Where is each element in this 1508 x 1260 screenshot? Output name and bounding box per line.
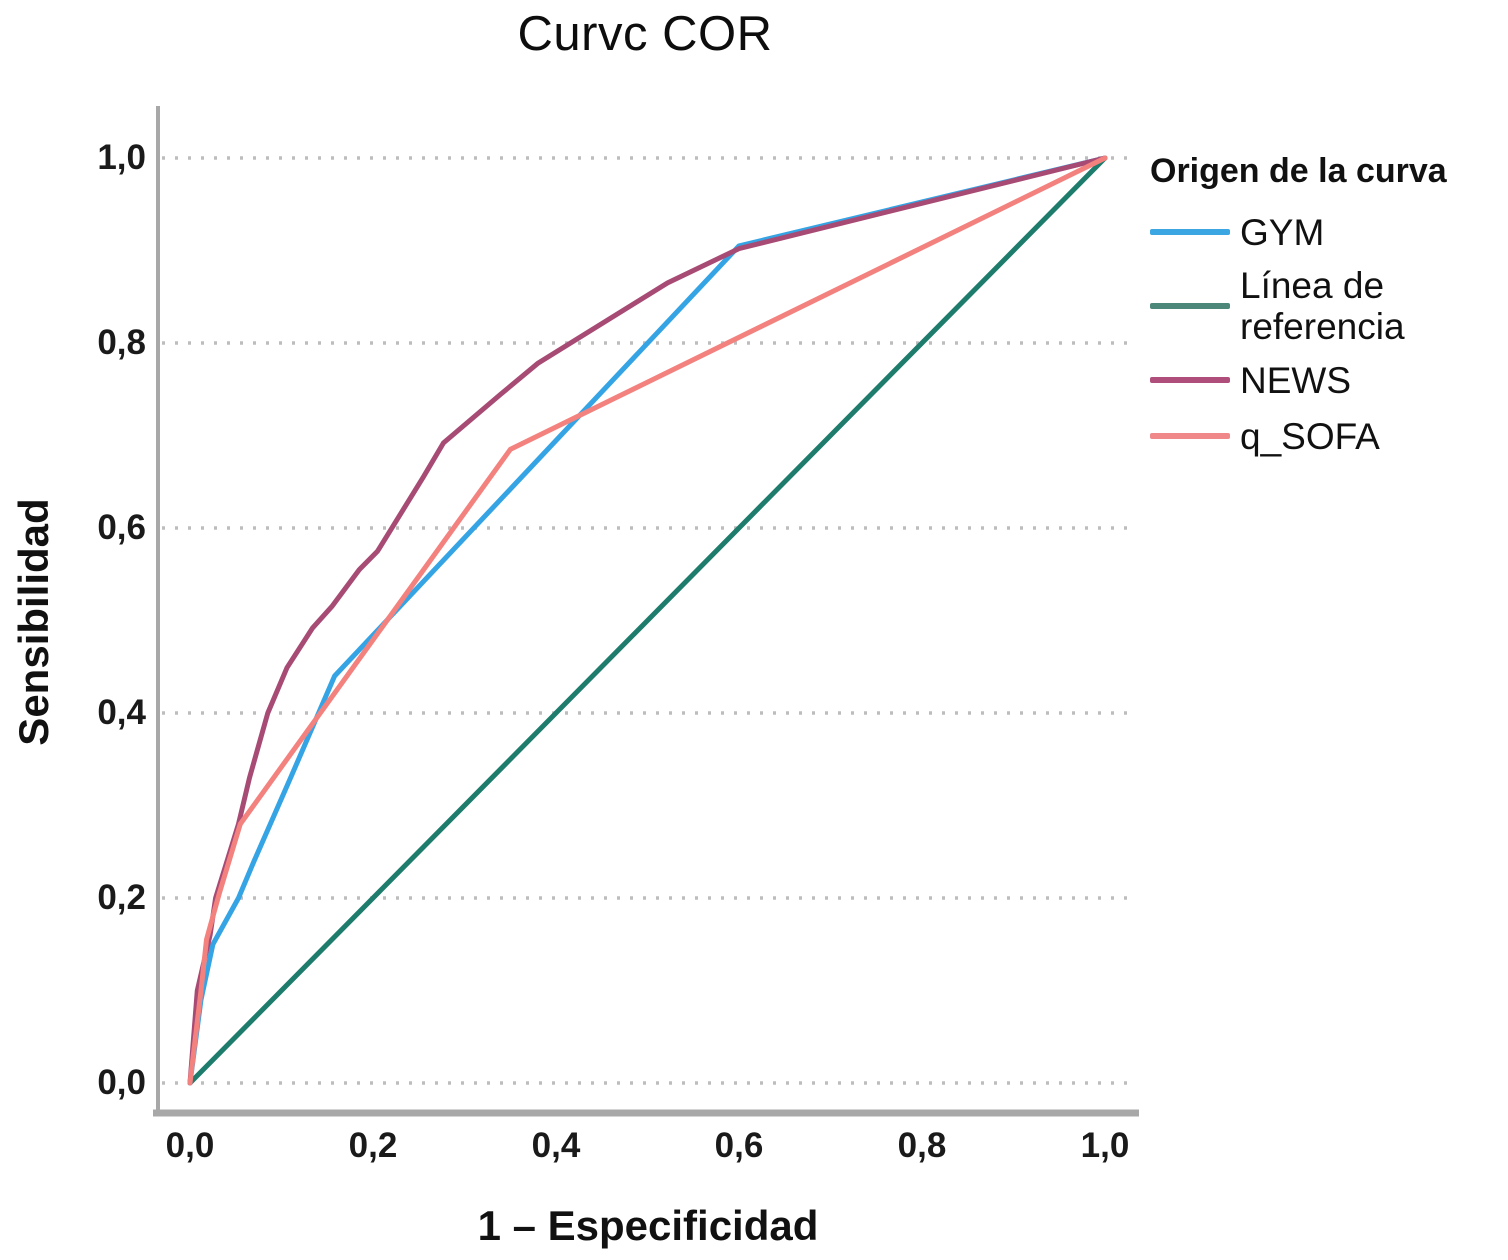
chart-title: Curvc COR: [517, 7, 773, 61]
y-tick-label: 0,4: [97, 693, 146, 732]
x-tick-label: 1,0: [1080, 1126, 1130, 1165]
legend-item-reference: Línea de referencia: [1150, 265, 1508, 347]
legend-label-reference: Línea de referencia: [1240, 265, 1405, 347]
legend-item-gym: GYM: [1150, 209, 1508, 255]
x-axis-title: 1 – Especificidad: [477, 1202, 819, 1249]
x-tick-label: 0,6: [714, 1126, 764, 1165]
legend-swatch-reference-line: [1150, 303, 1230, 309]
legend-label-news: NEWS: [1240, 359, 1351, 401]
y-tick-label: 1,0: [97, 138, 146, 177]
y-tick-label: 0,8: [97, 323, 146, 362]
legend-label-qsofa: q_SOFA: [1240, 415, 1380, 457]
curve-Línea de referencia: [187, 155, 1108, 1086]
legend-label-gym: GYM: [1240, 211, 1325, 253]
x-tick-label: 0,2: [348, 1126, 398, 1165]
legend-swatch-qsofa-line: [1150, 433, 1230, 439]
legend-item-qsofa: q_SOFA: [1150, 413, 1508, 459]
legend-swatch-gym-line: [1150, 229, 1230, 235]
legend-title: Origen de la curva: [1150, 152, 1447, 190]
legend-swatch-news-line: [1150, 377, 1230, 383]
curve-q_SOFA: [187, 155, 1108, 1086]
legend-item-news: NEWS: [1150, 357, 1508, 403]
x-tick-label: 0,8: [897, 1126, 947, 1165]
legend: Origen de la curva GYM Línea de referenc…: [1150, 152, 1508, 469]
x-tick-label: 0,4: [531, 1126, 581, 1165]
y-tick-label: 0,2: [97, 878, 146, 917]
x-tick-label: 0,0: [165, 1126, 215, 1165]
curve-GYM: [187, 155, 1108, 1086]
y-tick-label: 0,6: [97, 508, 146, 547]
y-tick-label: 0,0: [97, 1063, 146, 1102]
